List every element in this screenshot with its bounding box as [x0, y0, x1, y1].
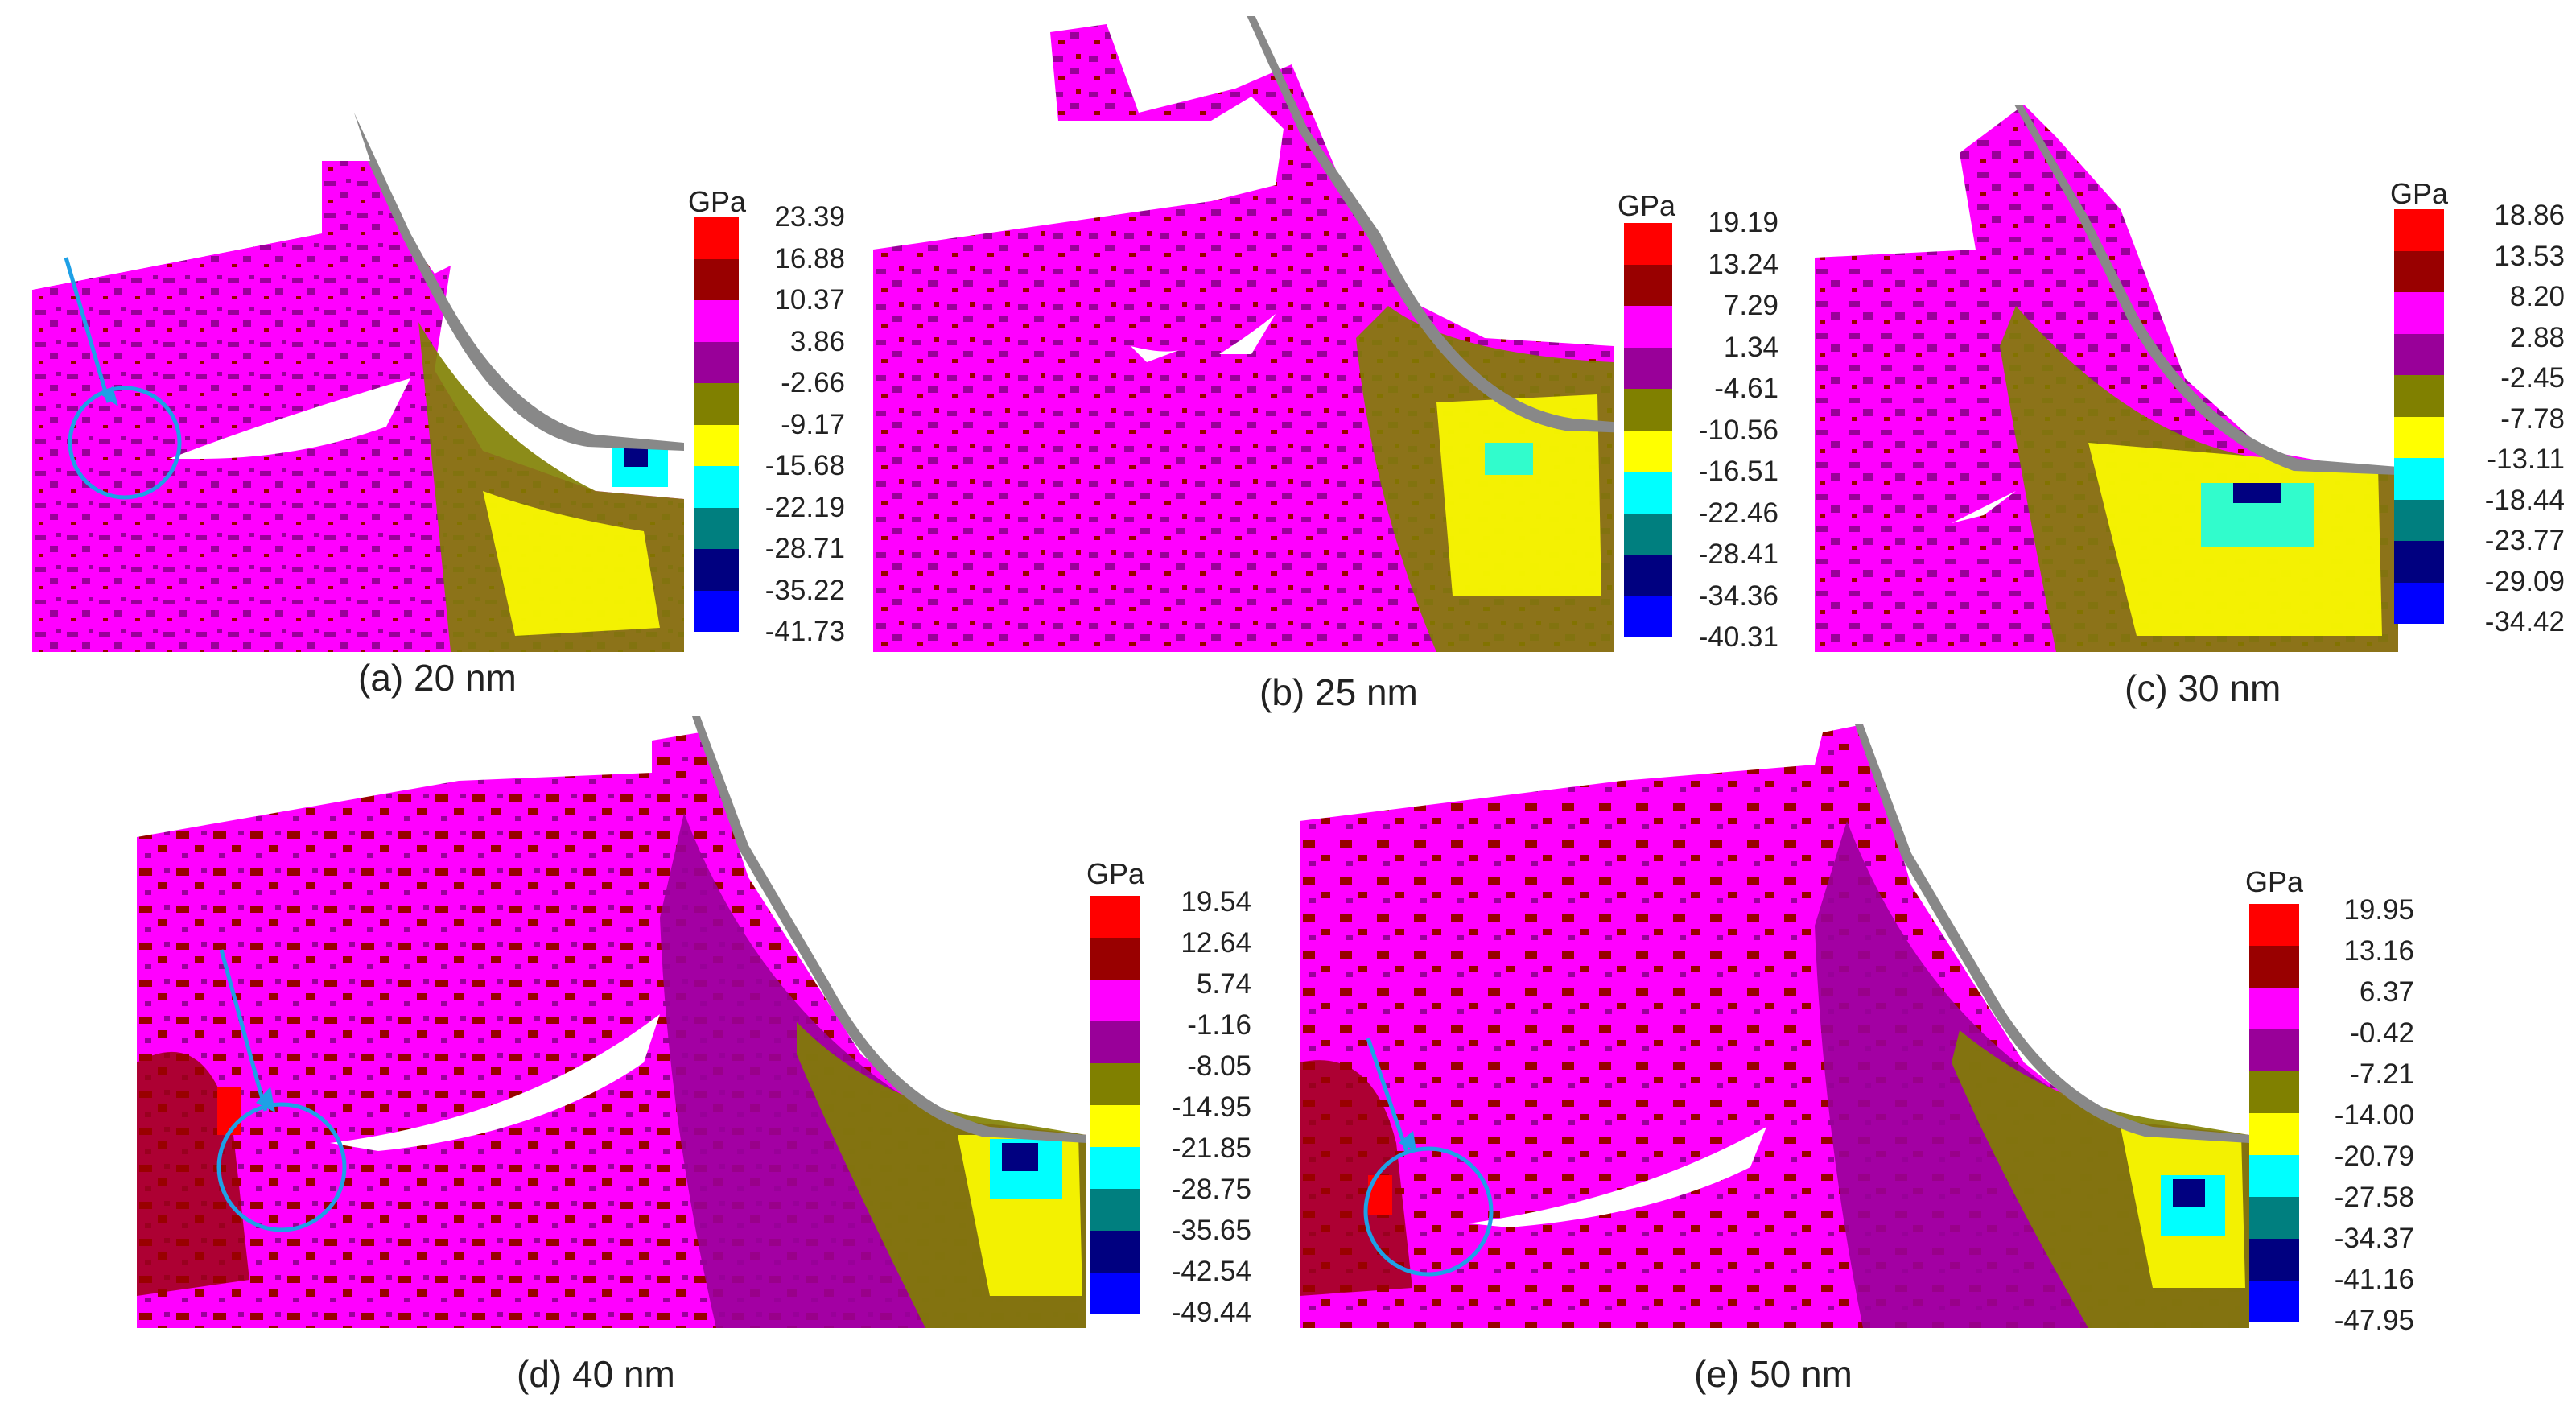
colorbar-ticks-d: 19.54 12.64 5.74 -1.16 -8.05 -14.95 -21.…: [1171, 886, 1251, 1328]
colorbar-swatches-d: [1090, 896, 1140, 1314]
stress-map-e: [1300, 724, 2249, 1328]
colorbar-unit-e: GPa: [2245, 865, 2304, 898]
circle-marker-e: [1363, 1038, 1494, 1277]
colorbar-swatches-e: [2249, 904, 2299, 1322]
caption-b: (b) 25 nm: [1259, 671, 1418, 713]
caption-a: (a) 20 nm: [358, 657, 517, 699]
stress-map-b: [873, 16, 1614, 652]
colorbar-unit-d: GPa: [1086, 857, 1145, 890]
colorbar-unit-a: GPa: [688, 185, 747, 218]
colorbar-swatches-b: [1624, 223, 1672, 637]
circle-marker-d: [216, 949, 347, 1232]
colorbar-unit-b: GPa: [1618, 189, 1676, 222]
colorbar-swatches-c: [2394, 209, 2444, 624]
colorbar-unit-c: GPa: [2390, 177, 2449, 210]
colorbar-ticks-e: 19.95 13.16 6.37 -0.42 -7.21 -14.00 -20.…: [2334, 894, 2414, 1336]
colorbar-swatches-a: [694, 217, 739, 632]
caption-d: (d) 40 nm: [517, 1353, 675, 1395]
stress-map-a: [32, 113, 684, 652]
stress-map-c: [1815, 105, 2398, 652]
colorbar-ticks-b: 19.19 13.24 7.29 1.34 -4.61 -10.56 -16.5…: [1698, 207, 1778, 653]
colorbar-ticks-c: 18.86 13.53 8.20 2.88 -2.45 -7.78 -13.11…: [2484, 200, 2565, 637]
caption-e: (e) 50 nm: [1694, 1353, 1853, 1395]
stress-map-d: [137, 716, 1086, 1328]
circle-marker-a: [64, 257, 182, 500]
caption-c: (c) 30 nm: [2125, 667, 2281, 709]
colorbar-ticks-a: 23.39 16.88 10.37 3.86 -2.66 -9.17 -15.6…: [765, 201, 845, 647]
